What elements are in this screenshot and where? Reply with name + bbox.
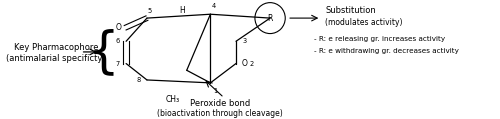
Text: {: { [88,28,120,76]
Text: 7: 7 [116,61,119,67]
Text: 6: 6 [116,38,119,44]
Text: - R: e withdrawing gr. decreases activity: - R: e withdrawing gr. decreases activit… [314,48,458,54]
Text: 2: 2 [250,61,254,67]
Text: 5: 5 [148,8,152,14]
Text: H: H [179,6,185,15]
Text: 4: 4 [212,3,216,10]
Text: Substitution: Substitution [325,6,376,15]
Text: (antimalarial specificty): (antimalarial specificty) [6,54,106,63]
Text: O: O [242,59,248,68]
Text: CH₃: CH₃ [166,95,179,104]
Text: (bioactivation through cleavage): (bioactivation through cleavage) [158,109,283,118]
Text: 3: 3 [242,38,246,44]
Text: Key Pharmacophore: Key Pharmacophore [14,43,98,52]
Text: 8: 8 [136,77,140,83]
Text: Peroxide bond: Peroxide bond [190,99,250,108]
Text: (modulates activity): (modulates activity) [325,18,402,27]
Text: R: R [268,14,273,23]
Text: - R: e releasing gr. increases activity: - R: e releasing gr. increases activity [314,36,445,42]
Text: O: O [116,23,121,32]
Text: 1: 1 [213,88,217,94]
